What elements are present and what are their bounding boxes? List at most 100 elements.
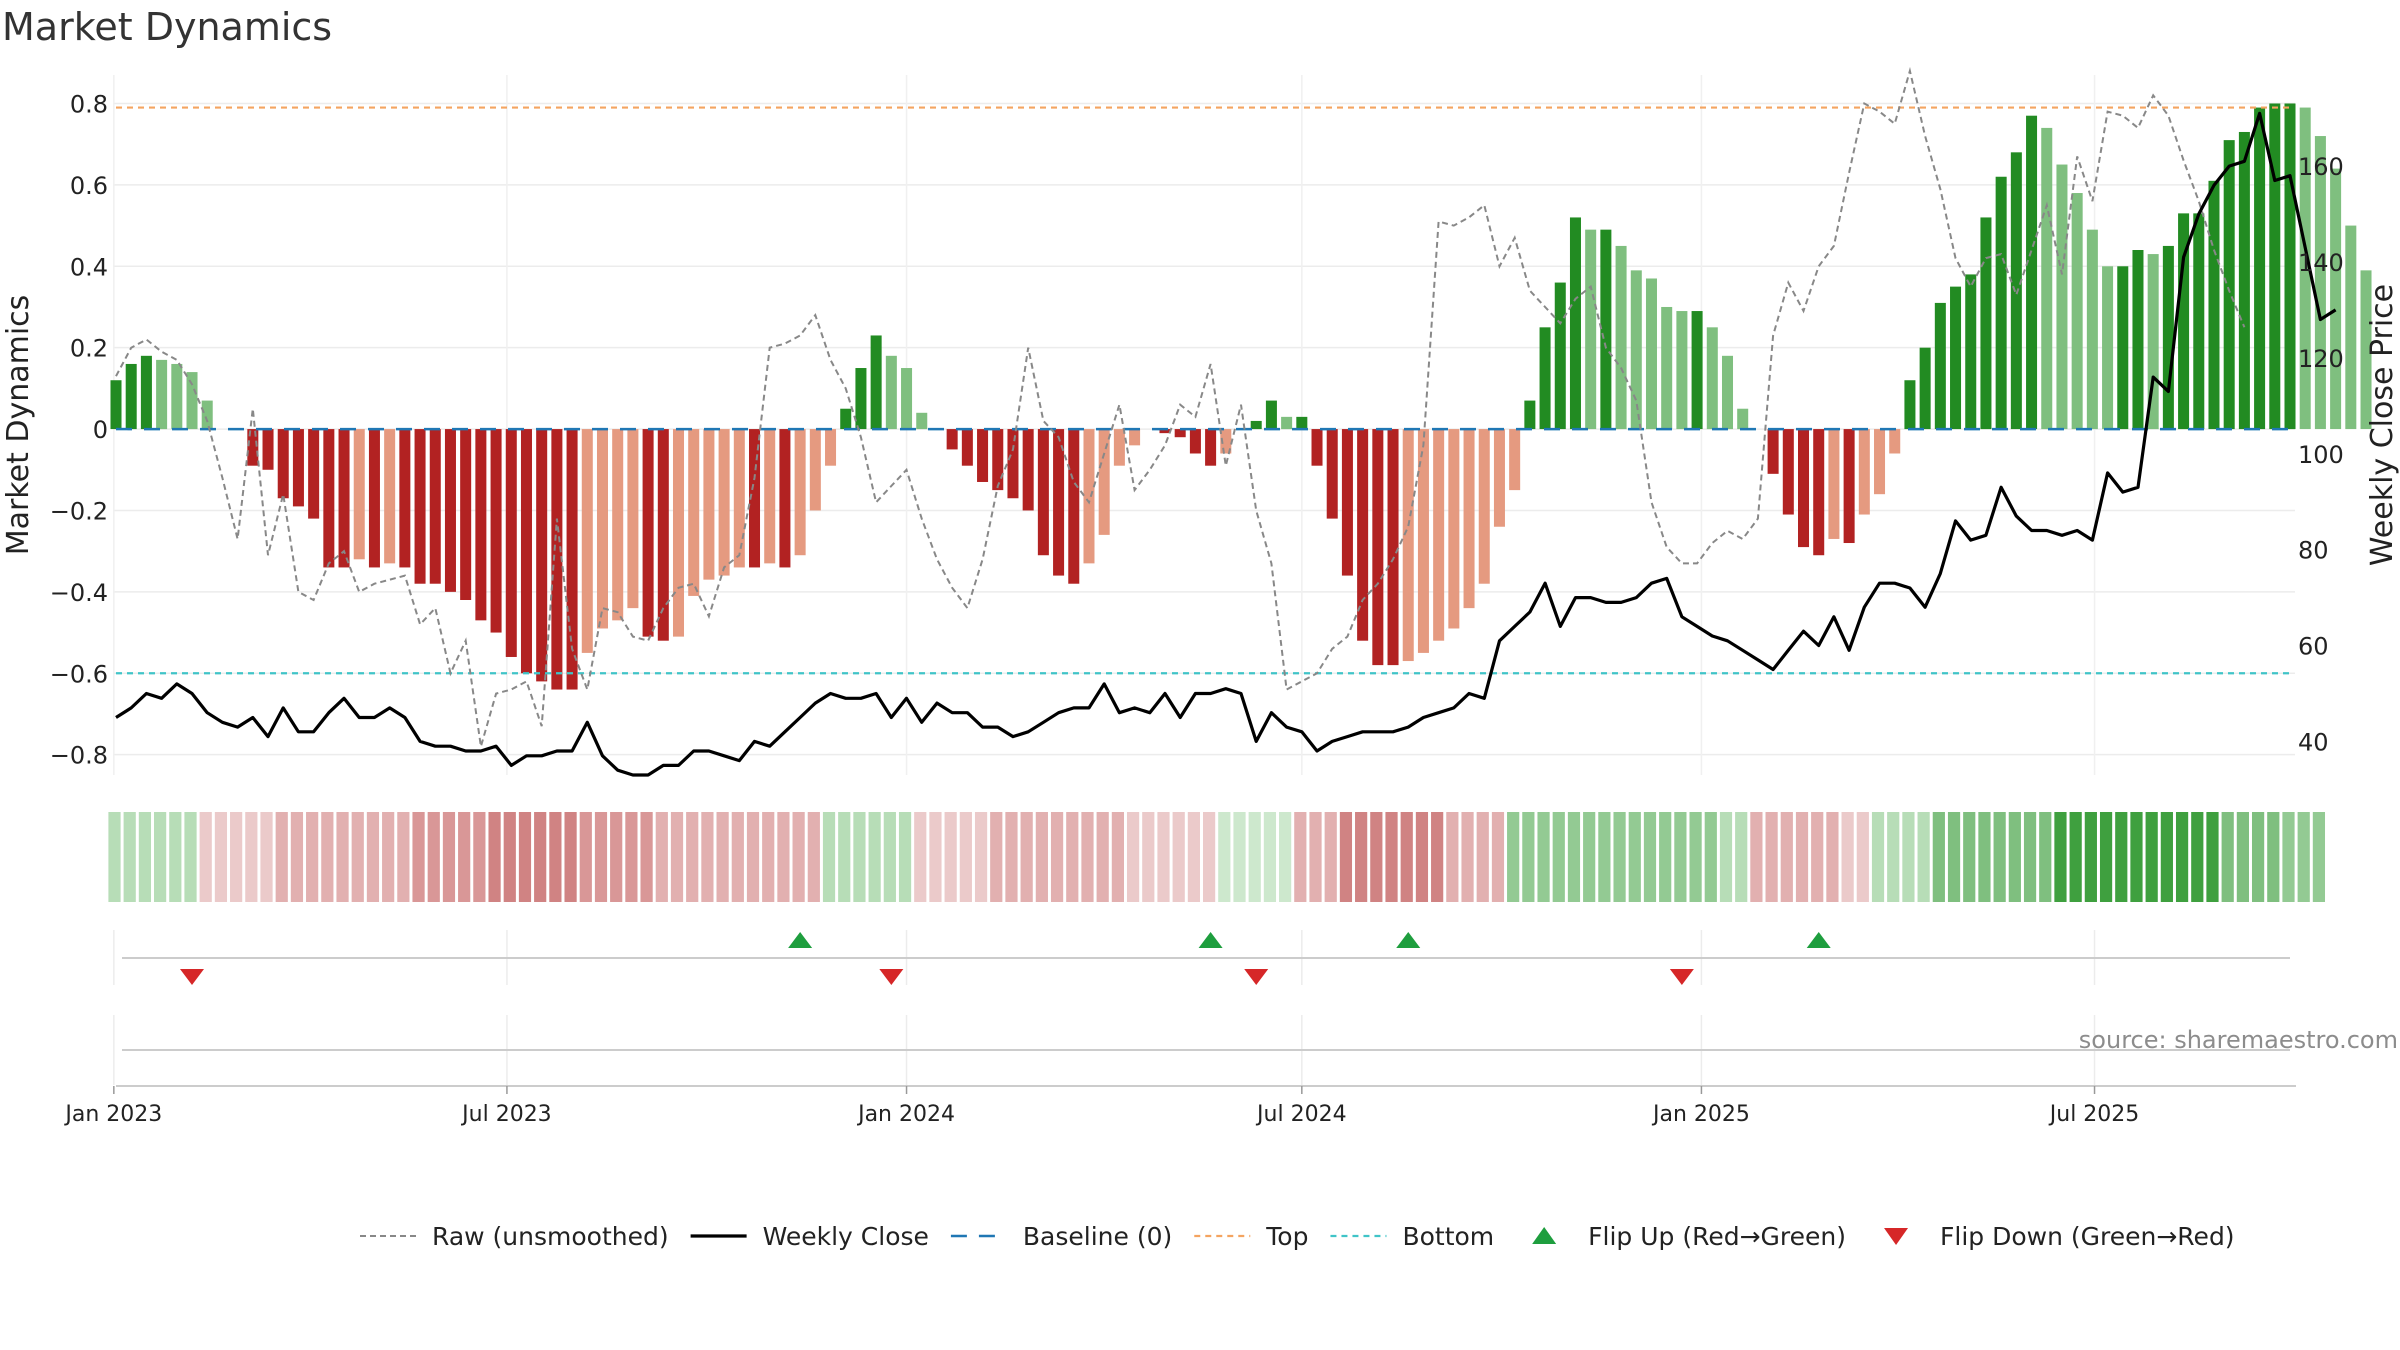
dynamics-bar [718,429,730,576]
dynamics-bar [566,429,578,690]
dynamics-bar [672,429,685,637]
regime-cell [1887,812,1900,902]
dynamics-bar [384,429,396,564]
regime-cell [2130,812,2143,902]
dynamics-bar [1205,429,1217,466]
y2-tick-label: 140 [2298,249,2344,277]
regime-cell [1826,812,1839,902]
regime-cell [1537,812,1550,902]
regime-cell [290,812,304,902]
dynamics-bar [1463,429,1475,609]
dynamics-bar [2102,266,2114,430]
dynamics-bar [1509,429,1521,491]
dynamics-bar [414,429,426,584]
regime-cell [2039,812,2052,902]
dynamics-bar [794,429,806,556]
bottom-panel: Jan 2023 Jul 2023 Jan 2024 Jul 2024 Jan 2025… [63,1015,2296,1127]
dynamics-bar [1341,429,1353,576]
dynamics-bar [2360,270,2372,430]
regime-cell [2069,812,2082,902]
dynamics-bar [110,380,122,430]
regime-cell [2191,812,2204,902]
regime-cell [1218,812,1231,902]
legend-item-bottom: Bottom [1330,1222,1494,1251]
regime-cell [2312,812,2326,902]
regime-cell [1704,812,1717,902]
dynamics-bar [2284,103,2296,430]
dynamics-bar [475,429,487,621]
regime-cell [1203,812,1216,902]
dynamics-bar [1904,380,1916,430]
regime-cell [1279,812,1292,902]
legend-label: Weekly Close [763,1222,929,1251]
dynamics-bar [1129,429,1141,446]
dynamics-bar [961,429,973,466]
regime-cell [1491,812,1505,902]
dynamics-bar [2041,127,2053,430]
dynamics-bar [1615,245,1627,430]
regime-cell [762,812,775,902]
regime-cell [1370,812,1383,902]
regime-cell [929,812,942,902]
dynamics-bar [1022,429,1034,511]
regime-cell [1339,812,1353,902]
source-credit: source: sharemaestro.com [2079,1026,2398,1054]
dynamics-bar [1007,429,1019,499]
regime-cell [1719,812,1733,902]
legend-item-top: Top [1194,1222,1308,1251]
y-tick-label: 0.4 [70,253,108,281]
flip-up-marker [1396,932,1421,948]
dynamics-bar [171,363,183,430]
dynamics-bar [262,429,274,470]
regime-cell [2054,812,2067,902]
legend-label: Bottom [1402,1222,1494,1251]
dynamics-bar [2086,229,2098,430]
dynamics-bar [1068,429,1080,584]
x-tick-label: Jan 2025 [1651,1102,1750,1127]
legend-item-baseline: Baseline (0) [950,1222,1172,1251]
dynamics-bar [733,429,745,568]
regime-cell [838,812,851,902]
dynamics-bar [1569,217,1581,430]
regime-cell [2282,812,2295,902]
regime-cell [1871,812,1885,902]
regime-cell [1126,812,1140,902]
regime-cell [138,812,152,902]
dynamics-bar [1311,429,1323,466]
dynamics-bar [156,359,168,430]
regime-cell [2206,812,2219,902]
dynamics-bar [1858,429,1870,515]
legend-item-raw: Raw (unsmoothed) [360,1222,669,1251]
dynamics-bar [1250,420,1262,430]
regime-cell [2145,812,2158,902]
dynamics-bar [368,429,380,568]
regime-cell [959,812,972,902]
dynamics-bar [2178,213,2190,430]
regime-cell [1795,812,1809,902]
dynamics-bar [916,412,928,430]
dynamics-bar [946,429,958,450]
regime-strip [108,812,2326,902]
regime-cell [731,812,744,902]
y-tick-label: −0.2 [50,497,108,525]
y-tick-label: 0.6 [70,172,108,200]
legend-item-close: Weekly Close [690,1222,929,1251]
regime-cell [1811,812,1824,902]
dynamics-bars [110,103,2372,690]
dynamics-bar [536,429,548,682]
dynamics-bar [1706,327,1718,430]
regime-cell [549,812,562,902]
regime-cell [427,812,440,902]
legend-item-up: Flip Up (Red→Green) [1532,1222,1846,1251]
dynamics-bar [1113,429,1125,466]
regime-cell [412,812,425,902]
regime-cell [822,812,836,902]
regime-cell [868,812,881,902]
dynamics-bar [1767,429,1779,474]
regime-cell [1567,812,1581,902]
dynamics-bar [1037,429,1049,556]
regime-cell [2023,812,2037,902]
legend-label: Baseline (0) [1023,1222,1172,1251]
weekly-close-line [115,111,2337,777]
regime-cell [1917,812,1930,902]
